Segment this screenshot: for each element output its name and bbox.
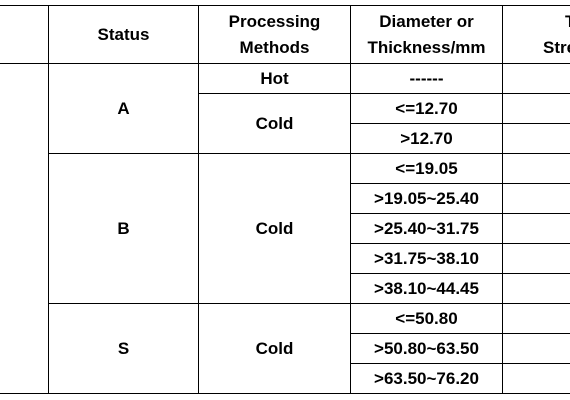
strength-cell (502, 123, 570, 154)
header-methods-line1: Processing (228, 11, 321, 31)
status-cell-s: S (48, 303, 199, 394)
header-diameter-line1: Diameter or (379, 11, 474, 31)
strength-cell (502, 333, 570, 364)
diameter-cell: ------ (350, 63, 503, 94)
diameter-cell: >25.40~31.75 (350, 213, 503, 244)
diameter-cell: >12.70 (350, 123, 503, 154)
strength-cell (502, 213, 570, 244)
header-diameter-thickness: Diameter or Thickness/mm (350, 5, 503, 64)
method-cell-cold: Cold (198, 153, 351, 304)
header-strength-line1: T (543, 9, 570, 35)
strength-cell (502, 273, 570, 304)
header-methods-line2: Methods (239, 37, 310, 57)
diameter-cell: <=12.70 (350, 93, 503, 124)
strength-cell (502, 363, 570, 394)
diameter-cell: >63.50~76.20 (350, 363, 503, 394)
header-strength-cut: T Stre (502, 5, 570, 64)
strength-cell (502, 153, 570, 184)
table-row: S Cold <=50.80 (0, 303, 570, 394)
status-cell-b: B (48, 153, 199, 304)
diameter-cell: <=19.05 (350, 153, 503, 184)
diameter-cell: >38.10~44.45 (350, 273, 503, 304)
method-cell-hot: Hot (198, 63, 351, 94)
strength-cell (502, 183, 570, 214)
header-status: Status (48, 5, 199, 64)
properties-table: Status Processing Methods Diameter or Th… (0, 5, 570, 394)
header-status-label: Status (97, 24, 150, 44)
cut-left-cell (0, 63, 49, 394)
table-row: >25.40~31.75 (0, 213, 570, 244)
strength-cell (502, 303, 570, 334)
diameter-cell: >50.80~63.50 (350, 333, 503, 364)
header-processing-methods: Processing Methods (198, 5, 351, 64)
method-cell-cold: Cold (198, 303, 351, 394)
strength-cell (502, 93, 570, 124)
table-row: >12.70 (0, 123, 570, 154)
method-cell-cold: Cold (198, 93, 351, 154)
strength-cell (502, 63, 570, 94)
table-row: >63.50~76.20 (0, 363, 570, 394)
status-cell-a: A (48, 63, 199, 154)
table-row: >38.10~44.45 (0, 273, 570, 304)
header-diameter-line2: Thickness/mm (367, 37, 486, 57)
table-row: A Hot ------ (0, 63, 570, 394)
table-row: B Cold <=19.05 (0, 153, 570, 304)
diameter-cell: >31.75~38.10 (350, 243, 503, 274)
diameter-cell: >19.05~25.40 (350, 183, 503, 214)
header-cut-left (0, 5, 49, 64)
table-row: >19.05~25.40 (0, 183, 570, 214)
header-strength-line2: Stre (543, 37, 570, 57)
table-row: >50.80~63.50 (0, 333, 570, 364)
diameter-cell: <=50.80 (350, 303, 503, 334)
header-row: Status Processing Methods Diameter or Th… (0, 5, 570, 64)
strength-cell (502, 243, 570, 274)
